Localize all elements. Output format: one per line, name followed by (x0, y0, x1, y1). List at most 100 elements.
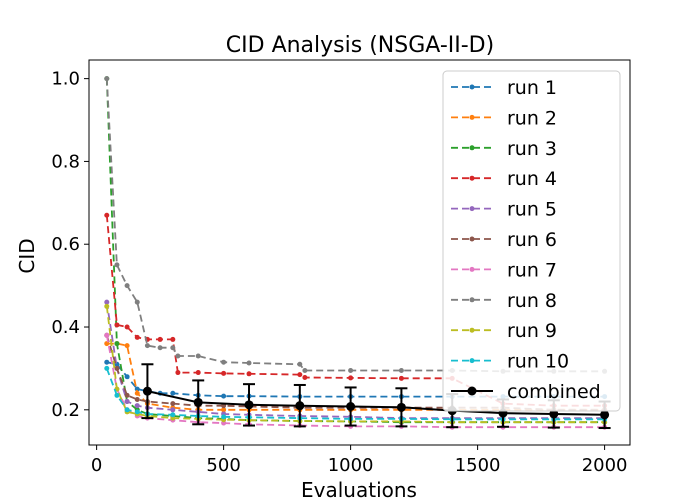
chart-title: CID Analysis (NSGA-II-D) (226, 33, 494, 58)
y-tick-label: 0.2 (51, 400, 80, 421)
data-point (114, 322, 120, 328)
legend-label: combined (507, 381, 601, 403)
y-tick-label: 0.6 (51, 234, 80, 255)
plot-frame (88, 59, 631, 446)
data-point (246, 371, 252, 377)
legend-label: run 6 (507, 229, 557, 251)
data-point (124, 283, 130, 289)
data-point (134, 299, 140, 305)
data-point (142, 386, 152, 396)
series-line-run-6 (105, 335, 605, 411)
data-point (221, 407, 227, 413)
series-line-run-3 (105, 78, 605, 424)
data-point (157, 336, 163, 342)
data-point (104, 341, 110, 347)
data-point (124, 374, 130, 380)
series-line-run-9 (105, 306, 605, 424)
y-axis-label: CID (15, 238, 39, 273)
data-point (124, 392, 130, 398)
data-point (398, 367, 404, 373)
legend-marker (469, 175, 475, 181)
data-point (134, 403, 140, 409)
data-point (398, 375, 404, 381)
data-point (295, 401, 305, 411)
data-point (170, 336, 176, 342)
data-point (549, 409, 559, 419)
y-tick-label: 1.0 (51, 69, 80, 90)
legend-label: run 2 (507, 107, 557, 129)
data-point (348, 367, 354, 373)
x-tick-label: 2000 (582, 455, 628, 476)
data-point (170, 345, 176, 351)
y-tick-label: 0.4 (51, 317, 80, 338)
data-point (114, 392, 120, 398)
data-point (104, 303, 110, 309)
legend-marker (469, 145, 475, 151)
legend-label: run 3 (507, 138, 557, 160)
data-point (221, 414, 227, 420)
legend-marker (469, 236, 475, 242)
data-point (246, 360, 252, 366)
legend-label: run 7 (507, 259, 557, 281)
data-point (124, 324, 130, 330)
data-point (104, 332, 110, 338)
data-point (170, 401, 176, 407)
data-point (124, 343, 130, 349)
series-line-combined (147, 390, 605, 416)
legend-marker (469, 327, 475, 333)
series-line-run-10 (105, 368, 605, 421)
data-point (348, 375, 354, 381)
data-point (124, 399, 130, 405)
data-point (134, 390, 140, 396)
data-point (297, 361, 303, 367)
data-point (104, 359, 110, 365)
data-point (221, 359, 227, 365)
data-point (170, 407, 176, 413)
legend-label: run 9 (507, 320, 557, 342)
data-point (302, 367, 308, 373)
legend-marker (469, 206, 475, 212)
data-point (396, 402, 406, 412)
data-point (170, 390, 176, 396)
x-axis-label: Evaluations (301, 478, 417, 500)
series-line-run-5 (105, 302, 605, 420)
data-point (600, 410, 610, 420)
legend-label: run 1 (507, 77, 557, 99)
data-point (302, 375, 308, 381)
data-point (104, 212, 110, 218)
legend-marker (469, 358, 475, 364)
x-tick-label: 1500 (455, 455, 501, 476)
legend-box (442, 70, 621, 412)
data-point (114, 262, 120, 268)
legend-label: run 4 (507, 168, 557, 190)
data-point (221, 370, 227, 376)
legend: run 1 run 2 run 3 run 4 run 5 run 6 run 7 run 8… (442, 70, 621, 412)
data-point (104, 76, 110, 82)
legend-marker (469, 84, 475, 90)
data-point (124, 407, 130, 413)
data-point (346, 402, 356, 411)
data-point (221, 393, 227, 399)
legend-label: run 10 (507, 351, 569, 373)
series-line-run-2 (106, 342, 605, 411)
x-tick-label: 1000 (328, 455, 374, 476)
data-point (195, 370, 201, 376)
data-point (114, 365, 120, 371)
legend-marker (469, 114, 475, 120)
data-point (144, 343, 150, 349)
x-tick-label: 500 (206, 455, 240, 476)
data-point (104, 365, 110, 371)
data-point (134, 409, 140, 415)
data-point (195, 353, 201, 359)
legend-marker (469, 266, 475, 272)
data-point (175, 370, 181, 376)
legend-label: run 8 (507, 290, 557, 312)
data-point (157, 345, 163, 351)
data-point (297, 372, 303, 378)
data-point (175, 353, 181, 359)
data-point (170, 412, 176, 418)
legend-marker (467, 386, 477, 396)
x-tick-label: 0 (91, 455, 102, 476)
data-point (244, 400, 254, 410)
